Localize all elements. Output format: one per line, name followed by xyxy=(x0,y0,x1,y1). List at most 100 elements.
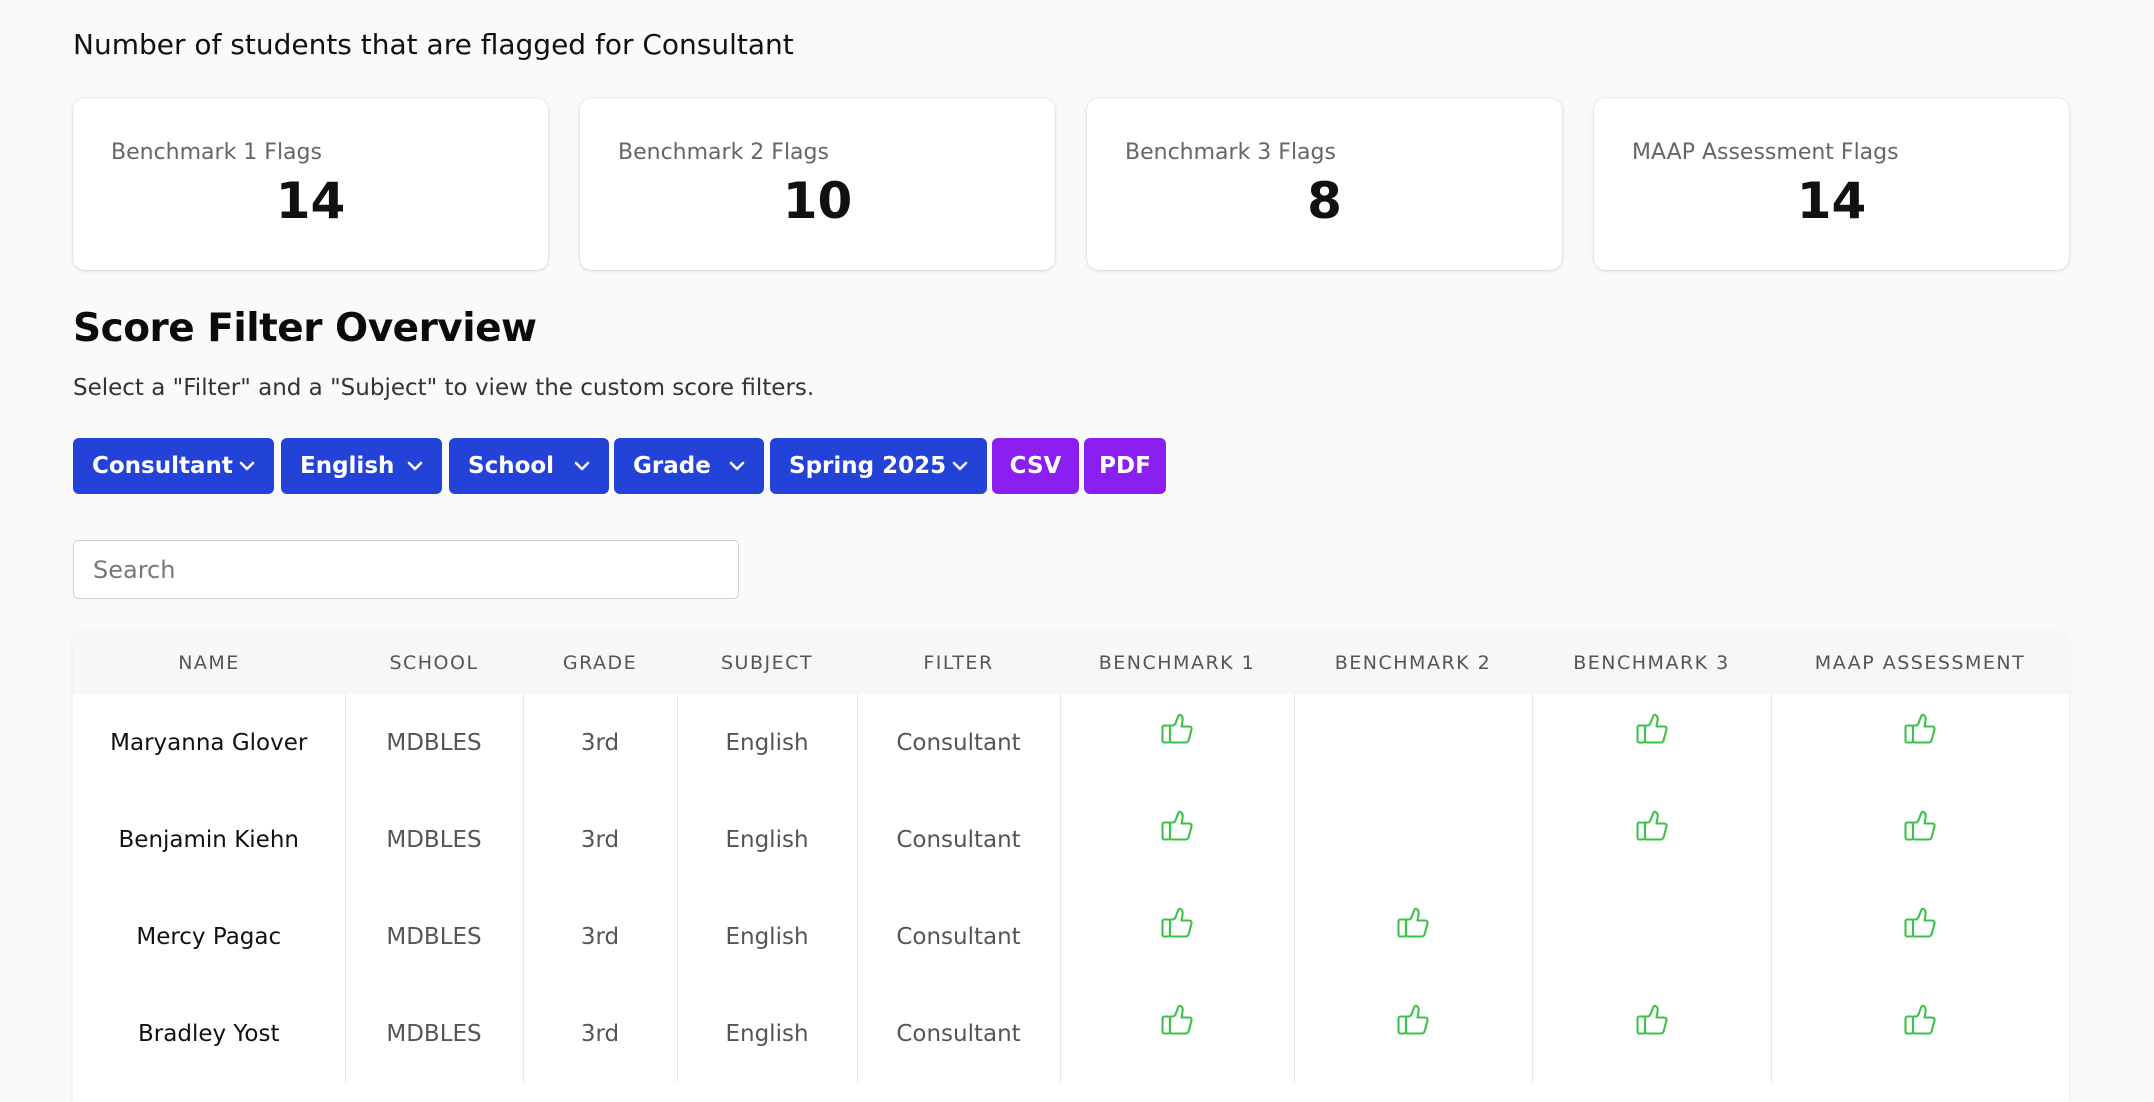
filter-cell: Consultant xyxy=(856,791,1060,888)
thumbs-up-icon xyxy=(1635,810,1668,841)
chevron-down-icon xyxy=(729,461,745,471)
student-name-cell: Mercy Pagac xyxy=(136,923,282,950)
card-benchmark-2: Benchmark 2 Flags 10 xyxy=(580,98,1055,270)
csv-button-label: CSV xyxy=(1009,453,1062,479)
benchmark-2-flag-cell xyxy=(1293,694,1532,791)
section-title: Score Filter Overview xyxy=(73,306,537,351)
thumbs-up-icon xyxy=(1161,810,1193,841)
subject-dropdown-label: English xyxy=(300,453,395,479)
section-subtitle: Select a "Filter" and a "Subject" to vie… xyxy=(73,375,815,401)
card-benchmark-1: Benchmark 1 Flags 14 xyxy=(73,98,548,270)
student-name-cell: Benjamin Kiehn xyxy=(118,826,299,853)
thumbs-up-icon xyxy=(1161,907,1193,938)
thumbs-up-icon xyxy=(1397,1004,1429,1035)
thumbs-up-icon xyxy=(1161,1004,1193,1035)
subject-cell: English xyxy=(676,694,857,791)
school-dropdown[interactable]: School xyxy=(449,438,609,494)
thumbs-up-icon xyxy=(1904,907,1936,938)
page-title: Number of students that are flagged for … xyxy=(73,28,794,61)
maap-assessment-flag-cell xyxy=(1770,791,2069,888)
thumbs-up-icon xyxy=(1397,907,1429,938)
grade-cell: 3rd xyxy=(522,791,677,888)
grade-cell: 3rd xyxy=(522,694,677,791)
term-dropdown-label: Spring 2025 xyxy=(789,453,947,479)
benchmark-3-flag-cell xyxy=(1531,791,1771,888)
column-header-benchmark-2[interactable]: BENCHMARK 2 xyxy=(1334,652,1492,674)
card-label: Benchmark 2 Flags xyxy=(618,140,829,165)
subject-cell: English xyxy=(676,888,857,985)
school-cell: MDBLES xyxy=(344,694,523,791)
school-dropdown-label: School xyxy=(468,453,555,479)
export-pdf-button[interactable]: PDF xyxy=(1084,438,1166,494)
grade-dropdown-label: Grade xyxy=(633,453,711,479)
thumbs-up-icon xyxy=(1635,713,1668,744)
benchmark-1-flag-cell xyxy=(1059,694,1294,791)
export-csv-button[interactable]: CSV xyxy=(992,438,1079,494)
student-name-cell: Maryanna Glover xyxy=(110,729,308,756)
benchmark-1-flag-cell xyxy=(1059,985,1294,1082)
student-name-cell: Bradley Yost xyxy=(138,1020,280,1047)
column-header-subject[interactable]: SUBJECT xyxy=(721,652,813,674)
thumbs-up-icon xyxy=(1635,1004,1668,1035)
chevron-down-icon xyxy=(239,461,255,471)
score-table: NAME SCHOOL GRADE SUBJECT FILTER BENCHMA… xyxy=(73,632,2069,1082)
grade-dropdown[interactable]: Grade xyxy=(614,438,764,494)
subject-cell: English xyxy=(676,985,857,1082)
benchmark-2-flag-cell xyxy=(1293,791,1532,888)
benchmark-3-flag-cell xyxy=(1531,985,1771,1082)
column-header-benchmark-1[interactable]: BENCHMARK 1 xyxy=(1098,652,1256,674)
maap-assessment-flag-cell xyxy=(1770,985,2069,1082)
benchmark-1-flag-cell xyxy=(1059,791,1294,888)
column-header-school[interactable]: SCHOOL xyxy=(389,652,479,674)
term-dropdown[interactable]: Spring 2025 xyxy=(770,438,987,494)
card-label: Benchmark 1 Flags xyxy=(111,140,322,165)
table-body: Maryanna Glover MDBLES 3rd English Consultan… xyxy=(73,694,2069,1082)
benchmark-3-flag-cell xyxy=(1531,888,1771,985)
chevron-down-icon xyxy=(407,461,423,471)
column-header-benchmark-3[interactable]: BENCHMARK 3 xyxy=(1573,652,1730,674)
thumbs-up-icon xyxy=(1904,1004,1936,1035)
chevron-down-icon xyxy=(574,461,590,471)
search-input[interactable] xyxy=(73,540,739,599)
school-cell: MDBLES xyxy=(344,985,523,1082)
column-header-name[interactable]: NAME xyxy=(178,652,240,674)
card-value: 14 xyxy=(275,172,346,230)
column-header-grade[interactable]: GRADE xyxy=(562,652,638,674)
card-benchmark-3: Benchmark 3 Flags 8 xyxy=(1087,98,1562,270)
flag-summary-cards: Benchmark 1 Flags 14 Benchmark 2 Flags 1… xyxy=(73,98,2069,270)
card-value: 10 xyxy=(782,172,853,230)
grade-cell: 3rd xyxy=(522,985,677,1082)
table-row[interactable]: Bradley Yost MDBLES 3rd English Consultant xyxy=(73,985,2069,1082)
card-maap-assessment: MAAP Assessment Flags 14 xyxy=(1594,98,2069,270)
thumbs-up-icon xyxy=(1161,713,1193,744)
thumbs-up-icon xyxy=(1904,810,1936,841)
benchmark-1-flag-cell xyxy=(1059,888,1294,985)
table-row[interactable]: Maryanna Glover MDBLES 3rd English Consultan… xyxy=(73,694,2069,791)
benchmark-2-flag-cell xyxy=(1293,888,1532,985)
filter-dropdown[interactable]: Consultant xyxy=(73,438,274,494)
table-row[interactable]: Benjamin Kiehn MDBLES 3rd English Consultant xyxy=(73,791,2069,888)
score-table-container: NAME SCHOOL GRADE SUBJECT FILTER BENCHMA… xyxy=(73,632,2069,1102)
maap-assessment-flag-cell xyxy=(1770,888,2069,985)
benchmark-2-flag-cell xyxy=(1293,985,1532,1082)
subject-cell: English xyxy=(676,791,857,888)
column-header-maap-assessment[interactable]: MAAP ASSESSMENT xyxy=(1814,652,2026,674)
filter-cell: Consultant xyxy=(856,985,1060,1082)
school-cell: MDBLES xyxy=(344,791,523,888)
filter-dropdown-label: Consultant xyxy=(92,453,233,479)
subject-dropdown[interactable]: English xyxy=(281,438,442,494)
benchmark-3-flag-cell xyxy=(1531,694,1771,791)
grade-cell: 3rd xyxy=(522,888,677,985)
maap-assessment-flag-cell xyxy=(1770,694,2069,791)
table-row[interactable]: Mercy Pagac MDBLES 3rd English Consultant xyxy=(73,888,2069,985)
filter-cell: Consultant xyxy=(856,888,1060,985)
table-header-row: NAME SCHOOL GRADE SUBJECT FILTER BENCHMA… xyxy=(73,632,2069,694)
card-label: Benchmark 3 Flags xyxy=(1125,140,1336,165)
card-value: 14 xyxy=(1796,172,1867,230)
card-label: MAAP Assessment Flags xyxy=(1632,140,1899,165)
pdf-button-label: PDF xyxy=(1099,453,1151,479)
column-header-filter[interactable]: FILTER xyxy=(923,652,994,674)
chevron-down-icon xyxy=(952,461,968,471)
thumbs-up-icon xyxy=(1904,713,1936,744)
card-value: 8 xyxy=(1307,172,1342,230)
